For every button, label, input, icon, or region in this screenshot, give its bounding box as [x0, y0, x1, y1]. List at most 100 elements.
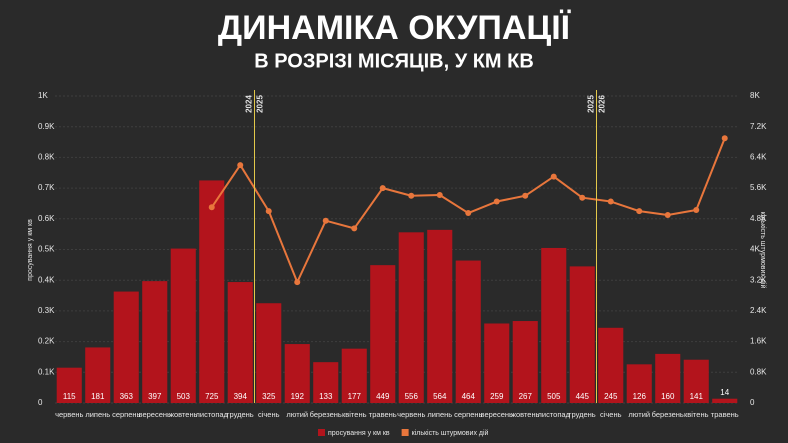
bar — [712, 398, 738, 403]
value-label: 503 — [177, 392, 191, 401]
line-point — [493, 198, 500, 205]
bar — [427, 229, 453, 403]
bar — [512, 321, 538, 403]
bar — [341, 348, 367, 403]
value-label: 267 — [519, 392, 533, 401]
bar — [85, 347, 111, 403]
y2-tick-label: 8K — [750, 91, 760, 100]
bar — [370, 265, 396, 403]
y-tick-label: 0.3K — [38, 306, 55, 315]
x-tick-label: серпень — [454, 410, 482, 419]
x-tick-label: листопад — [538, 410, 571, 419]
x-tick-label: травень — [369, 410, 397, 419]
y2-tick-label: 4K — [750, 245, 760, 254]
value-label: 259 — [490, 392, 504, 401]
x-tick-label: лютий — [628, 410, 650, 419]
line-point — [294, 279, 301, 286]
bar — [227, 282, 253, 403]
value-label: 245 — [604, 392, 618, 401]
y2-tick-label: 0.8K — [750, 367, 767, 376]
line-point — [693, 206, 700, 213]
line-point — [522, 192, 529, 199]
bar — [541, 247, 567, 403]
value-label: 505 — [547, 392, 561, 401]
value-label: 725 — [205, 392, 219, 401]
line-point — [664, 211, 671, 218]
bar — [455, 260, 481, 403]
x-tick-label: травень — [711, 410, 739, 419]
y2-tick-label: 1.6K — [750, 337, 767, 346]
line-point — [607, 198, 614, 205]
value-label: 192 — [291, 392, 305, 401]
legend-swatch — [401, 429, 409, 436]
y2-tick-label: 2.4K — [750, 306, 767, 315]
line-point — [265, 208, 272, 215]
y-tick-label: 0.5K — [38, 245, 55, 254]
y-tick-label: 0.7K — [38, 183, 55, 192]
value-label: 141 — [690, 392, 704, 401]
bar — [142, 281, 168, 403]
value-label: 14 — [720, 388, 729, 397]
year-label: 2026 — [598, 95, 607, 113]
value-label: 115 — [63, 392, 76, 401]
value-label: 556 — [405, 392, 419, 401]
y2-tick-label: 0 — [750, 398, 755, 407]
value-label: 394 — [234, 392, 248, 401]
y2-tick-label: 3.2K — [750, 275, 767, 284]
line-point — [436, 192, 443, 199]
line-point — [465, 210, 472, 217]
year-label: 2025 — [587, 95, 596, 113]
x-tick-label: липень — [427, 410, 452, 419]
value-label: 464 — [462, 392, 476, 401]
bar — [683, 359, 709, 403]
value-label: 325 — [262, 392, 276, 401]
bar — [598, 327, 624, 403]
bar — [199, 180, 225, 403]
year-label: 2024 — [245, 95, 254, 113]
legend-label: просування у км кв — [328, 430, 390, 437]
x-tick-label: липень — [85, 410, 110, 419]
x-tick-label: лютий — [286, 410, 308, 419]
value-label: 133 — [319, 392, 333, 401]
x-tick-label: квітень — [342, 410, 367, 419]
line-point — [208, 204, 215, 211]
y-tick-label: 0.8K — [38, 153, 55, 162]
year-label: 2025 — [256, 95, 265, 113]
x-tick-label: жовтень — [169, 410, 198, 419]
value-label: 397 — [148, 392, 162, 401]
y-tick-label: 0.6K — [38, 214, 55, 223]
y-tick-label: 1K — [38, 91, 48, 100]
line-point — [636, 208, 643, 215]
y-axis-label: просування у км кв — [27, 219, 34, 281]
x-tick-label: квітень — [684, 410, 709, 419]
line-point — [408, 192, 415, 199]
x-tick-label: грудень — [227, 410, 254, 419]
value-label: 126 — [633, 392, 647, 401]
x-tick-label: листопад — [196, 410, 229, 419]
x-tick-label: грудень — [569, 410, 596, 419]
x-tick-label: березень — [652, 410, 684, 419]
bar — [56, 367, 82, 403]
y-tick-label: 0.4K — [38, 275, 55, 284]
bar — [256, 303, 282, 403]
x-tick-label: вересень — [139, 410, 171, 419]
bar — [284, 344, 310, 403]
y-tick-label: 0.9K — [38, 122, 55, 131]
line-point — [721, 135, 728, 142]
value-label: 449 — [376, 392, 390, 401]
value-label: 445 — [576, 392, 590, 401]
bar — [626, 364, 652, 403]
line-point — [550, 173, 557, 180]
value-label: 160 — [661, 392, 675, 401]
x-tick-label: березень — [310, 410, 342, 419]
line-point — [237, 162, 244, 169]
chart-subtitle: В РОЗРІЗІ МІСЯЦІВ, У КМ КВ — [254, 50, 534, 72]
x-tick-label: червень — [397, 410, 425, 419]
x-tick-label: червень — [55, 410, 83, 419]
y2-tick-label: 4.8K — [750, 214, 767, 223]
x-tick-label: січень — [258, 410, 280, 419]
bar — [398, 232, 424, 403]
bar — [113, 291, 139, 403]
bar — [569, 266, 595, 403]
